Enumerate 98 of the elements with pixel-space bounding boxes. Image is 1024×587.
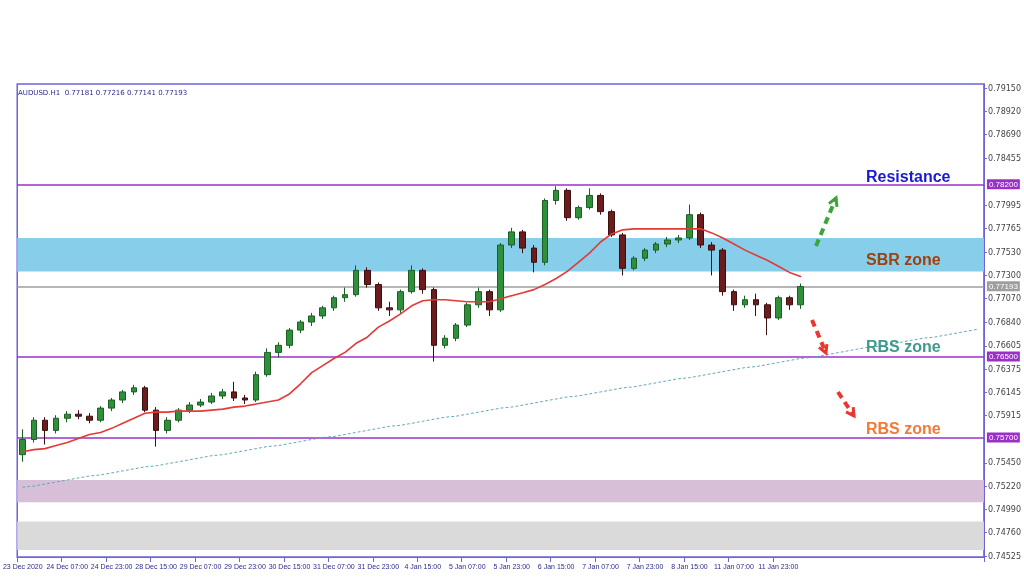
candlestick	[608, 209, 615, 238]
candlestick	[208, 392, 215, 405]
y-tick-label: 0.77765	[987, 223, 1022, 233]
y-tick-label: 0.74990	[987, 504, 1022, 514]
candlestick	[164, 416, 171, 434]
candlestick	[597, 192, 604, 216]
candlestick	[86, 412, 93, 424]
candlestick	[186, 401, 193, 414]
candlestick	[531, 244, 537, 273]
candlestick	[753, 293, 759, 317]
y-tick-label: 0.75915	[987, 411, 1022, 421]
candlestick	[75, 409, 82, 420]
candlestick	[286, 327, 293, 349]
candlestick	[497, 242, 504, 313]
annotation: Resistance	[866, 167, 951, 185]
candlestick	[53, 414, 59, 434]
candlestick	[519, 229, 526, 254]
candlestick	[486, 289, 493, 317]
candlestick	[764, 302, 771, 336]
y-tick-label: 0.76840	[987, 317, 1022, 327]
candlestick	[742, 295, 748, 309]
candlestick	[386, 301, 393, 317]
candlestick	[364, 266, 371, 289]
y-tick-label: 0.77995	[987, 200, 1022, 210]
y-tick-label: 0.74760	[987, 528, 1022, 538]
candlestick	[553, 185, 559, 206]
annotation: RBS zone	[866, 419, 941, 437]
annotation: RBS zone	[866, 337, 941, 355]
candlestick	[64, 410, 71, 423]
candlestick	[575, 205, 582, 221]
y-tick-label: 0.77300	[987, 270, 1022, 280]
candlestick	[253, 371, 259, 403]
y-tick-label: 0.76145	[987, 387, 1022, 397]
candlestick	[231, 381, 237, 402]
candlestick	[464, 302, 471, 328]
y-tick-label: 0.76375	[987, 364, 1022, 374]
candlestick	[219, 388, 226, 400]
candlestick	[653, 241, 659, 254]
candlestick	[31, 416, 37, 444]
candlestick	[731, 289, 737, 312]
candlestick	[564, 187, 571, 222]
candlestick	[331, 295, 337, 312]
candlestick	[675, 234, 682, 244]
candlestick	[42, 416, 48, 446]
candlestick	[197, 398, 204, 408]
y-tick-label: 0.75450	[987, 458, 1022, 468]
y-tick-label: 0.78690	[987, 130, 1022, 140]
y-tick-label: 0.76605	[987, 341, 1022, 351]
candlestick	[586, 187, 593, 211]
y-tick-label: 0.78455	[987, 153, 1022, 163]
candlestick	[431, 287, 437, 363]
candlestick	[142, 385, 148, 413]
candlestick	[319, 305, 326, 320]
candlestick	[342, 287, 348, 303]
line-series	[21, 228, 802, 453]
candlestick	[353, 264, 359, 298]
ref-line-label: 0.77193	[988, 281, 1019, 291]
candlestick	[375, 282, 382, 312]
y-tick-label: 0.78920	[987, 106, 1022, 116]
ref-line-label: 0.75700	[988, 432, 1019, 442]
candlestick	[153, 406, 159, 448]
candlestick	[297, 319, 304, 334]
candlestick	[542, 197, 548, 266]
candlestick	[797, 283, 804, 310]
y-tick-label: 0.75220	[987, 481, 1022, 491]
candlestick	[708, 241, 715, 276]
candlestick	[631, 255, 637, 271]
candlestick	[786, 295, 793, 311]
y-tick-label: 0.79150	[987, 83, 1022, 93]
candlestick	[508, 227, 515, 249]
candlestick	[642, 247, 648, 262]
candlestick	[719, 247, 726, 297]
y-tick-label: 0.74525	[987, 551, 1022, 561]
line-series	[22, 328, 979, 488]
candlestick	[453, 322, 459, 342]
candlestick	[264, 347, 271, 378]
y-tick-label: 0.77530	[987, 247, 1022, 257]
ref-line-label: 0.78200	[988, 179, 1019, 189]
candlestick	[397, 289, 404, 314]
candlestick	[119, 389, 126, 404]
candlestick	[442, 334, 448, 349]
candlestick	[619, 232, 626, 276]
candlestick	[664, 236, 671, 248]
ref-line-label: 0.76500	[988, 351, 1019, 361]
candlestick	[275, 341, 282, 358]
candlestick	[775, 295, 782, 321]
candlestick	[697, 212, 704, 249]
candlestick	[686, 204, 693, 241]
candlestick	[108, 397, 115, 412]
candlestick	[308, 312, 315, 327]
y-tick-label: 0.77070	[987, 294, 1022, 304]
candlestick	[242, 394, 248, 405]
candlestick	[419, 267, 426, 295]
candlestick	[19, 428, 26, 463]
annotation: SBR zone	[866, 250, 941, 268]
candlestick	[131, 384, 137, 396]
candlestick	[408, 264, 415, 295]
candlestick	[97, 405, 104, 423]
